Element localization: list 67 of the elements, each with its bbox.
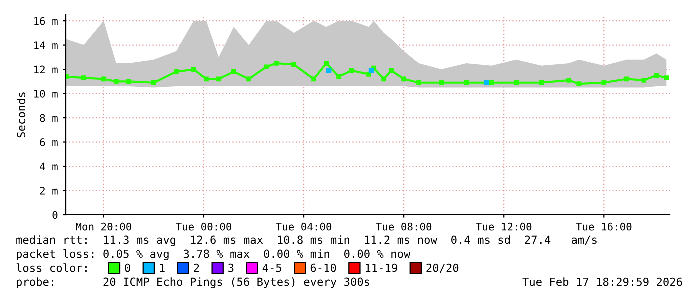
point [366, 72, 372, 77]
point [439, 80, 444, 86]
y-tick-label: 8 m [40, 114, 58, 122]
point [602, 80, 607, 86]
text: median rtt: 11.3 ms avg 12.6 ms max 10.8 ms min 11.2 ms now 0.4 ms sd 27.4 am/s [16, 236, 597, 246]
text: packet loss: 0.05 % avg 3.78 % max 0.00 % min 0.00 % now [17, 250, 411, 260]
point [576, 82, 582, 87]
point [232, 70, 236, 74]
point [642, 78, 647, 83]
point [489, 80, 494, 86]
point [264, 64, 269, 70]
point [402, 76, 406, 82]
point [654, 73, 660, 78]
point [624, 76, 630, 82]
point [349, 68, 354, 74]
point [368, 68, 374, 74]
point [246, 76, 252, 82]
point [152, 80, 156, 86]
legend-title: loss color: [16, 264, 87, 272]
x-tick-label: Mon 20:00 [76, 222, 132, 231]
legend-label: 1 [160, 264, 165, 272]
legend-label: 0 [125, 264, 130, 272]
text: Tue Feb 17 18:29:59 2026 [522, 278, 682, 286]
point [192, 67, 196, 72]
x-tick-label: Tue 00:00 [176, 222, 232, 231]
point [324, 61, 329, 66]
legend-label: 20/20 [426, 264, 459, 274]
point [312, 76, 316, 82]
y-tick-label: 2 m [40, 187, 58, 195]
point [174, 70, 179, 74]
point [389, 68, 394, 74]
point [464, 80, 470, 86]
point [126, 79, 132, 84]
point [336, 74, 342, 80]
point [274, 61, 279, 66]
point [416, 80, 422, 86]
point [664, 76, 670, 80]
text: probe: 20 ICMP Echo Pings (56 Bytes) every 300s [17, 278, 370, 288]
legend-label: 11-19 [366, 264, 398, 272]
point [382, 76, 386, 82]
legend-label: 2 [194, 264, 200, 272]
point [326, 68, 332, 74]
point [81, 76, 86, 80]
y-tick-label: 6 m [40, 138, 58, 146]
x-tick-label: Tue 12:00 [476, 222, 532, 231]
point [539, 80, 544, 86]
y-tick-label: 16 m [34, 17, 58, 26]
legend-label: 3 [228, 264, 234, 272]
x-tick-label: Tue 08:00 [376, 222, 432, 231]
y-tick-label: 12 m [34, 66, 58, 74]
legend-label: 4-5 [262, 264, 282, 272]
x-tick-label: Tue 04:00 [276, 222, 332, 231]
y-tick-label: 10 m [34, 90, 58, 98]
point [566, 78, 572, 83]
point [514, 80, 520, 86]
legend-label: 6-10 [310, 264, 336, 272]
x-tick-label: Tue 16:00 [576, 222, 632, 231]
point [292, 62, 296, 68]
point [484, 80, 490, 86]
y-axis-title: Seconds [16, 92, 26, 138]
point [102, 76, 106, 82]
y-tick-label: 4 m [40, 162, 58, 170]
y-tick-label: 0 [52, 211, 58, 220]
point [114, 79, 119, 84]
point [216, 76, 222, 82]
y-tick-label: 14 m [34, 42, 58, 50]
point [204, 76, 209, 82]
